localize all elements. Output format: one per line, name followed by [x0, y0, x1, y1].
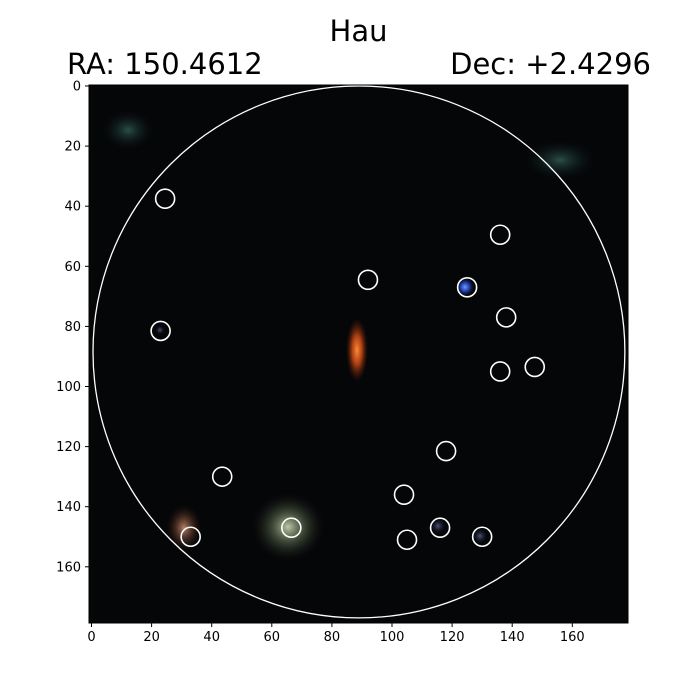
- x-tick-label-2: 40: [203, 630, 220, 645]
- source-markers: [150, 188, 546, 551]
- central-galaxy-source: [346, 318, 368, 382]
- source-marker-6: [456, 277, 478, 298]
- source-marker-0: [154, 188, 176, 209]
- y-tick-label-6: 120: [56, 440, 81, 455]
- source-marker-14: [429, 517, 451, 539]
- y-tick-label-1: 20: [64, 140, 81, 155]
- source-marker-1: [150, 320, 171, 342]
- source-marker-5: [357, 269, 379, 291]
- x-axis: 0 20 40 60 80 100 120 140 160: [87, 623, 585, 645]
- source-marker-10: [524, 356, 546, 378]
- x-tick-label-7: 140: [500, 630, 525, 645]
- ra-label: RA: 150.4612: [67, 47, 263, 81]
- source-marker-7: [489, 224, 511, 246]
- source-marker-13: [396, 529, 418, 551]
- faint-blue-source: [472, 528, 488, 544]
- source-marker-12: [393, 484, 415, 505]
- y-tick-label-8: 160: [56, 560, 81, 575]
- x-tick-label-3: 60: [264, 630, 281, 645]
- x-tick-label-6: 120: [440, 630, 465, 645]
- y-tick-label-3: 60: [64, 260, 81, 275]
- aperture-circle: [92, 85, 626, 619]
- image-sources: [102, 110, 596, 561]
- x-tick-label-4: 80: [324, 630, 341, 645]
- faint-grey-source: [430, 518, 446, 534]
- x-tick-label-0: 0: [87, 630, 95, 645]
- figure-title: Hau: [329, 14, 388, 48]
- source-marker-2: [211, 466, 233, 487]
- x-tick-label-1: 20: [143, 630, 160, 645]
- y-axis: 0 20 40 60 80 100 120 140 160: [56, 80, 89, 575]
- image-frame: [88, 84, 629, 624]
- y-tick-label-5: 100: [56, 380, 81, 395]
- source-marker-11: [435, 440, 457, 462]
- source-marker-9: [489, 361, 511, 382]
- source-marker-15: [471, 526, 493, 548]
- teal-haze-left-source: [102, 110, 154, 150]
- y-tick-label-7: 140: [56, 500, 81, 515]
- teal-haze-right-source: [524, 140, 596, 180]
- orange-source: [166, 504, 202, 552]
- source-marker-8: [495, 307, 517, 328]
- dec-label: Dec: +2.4296: [450, 47, 651, 81]
- x-tick-label-8: 160: [560, 630, 585, 645]
- green-galaxy-source: [252, 493, 324, 561]
- y-tick-label-2: 40: [64, 200, 81, 215]
- source-marker-3: [180, 526, 201, 548]
- y-tick-label-4: 80: [64, 320, 81, 335]
- y-tick-label-0: 0: [73, 80, 81, 95]
- faint-grey-source-2: [155, 325, 165, 335]
- source-marker-4: [281, 517, 302, 539]
- x-tick-label-5: 100: [380, 630, 405, 645]
- blue-star-source: [456, 278, 474, 296]
